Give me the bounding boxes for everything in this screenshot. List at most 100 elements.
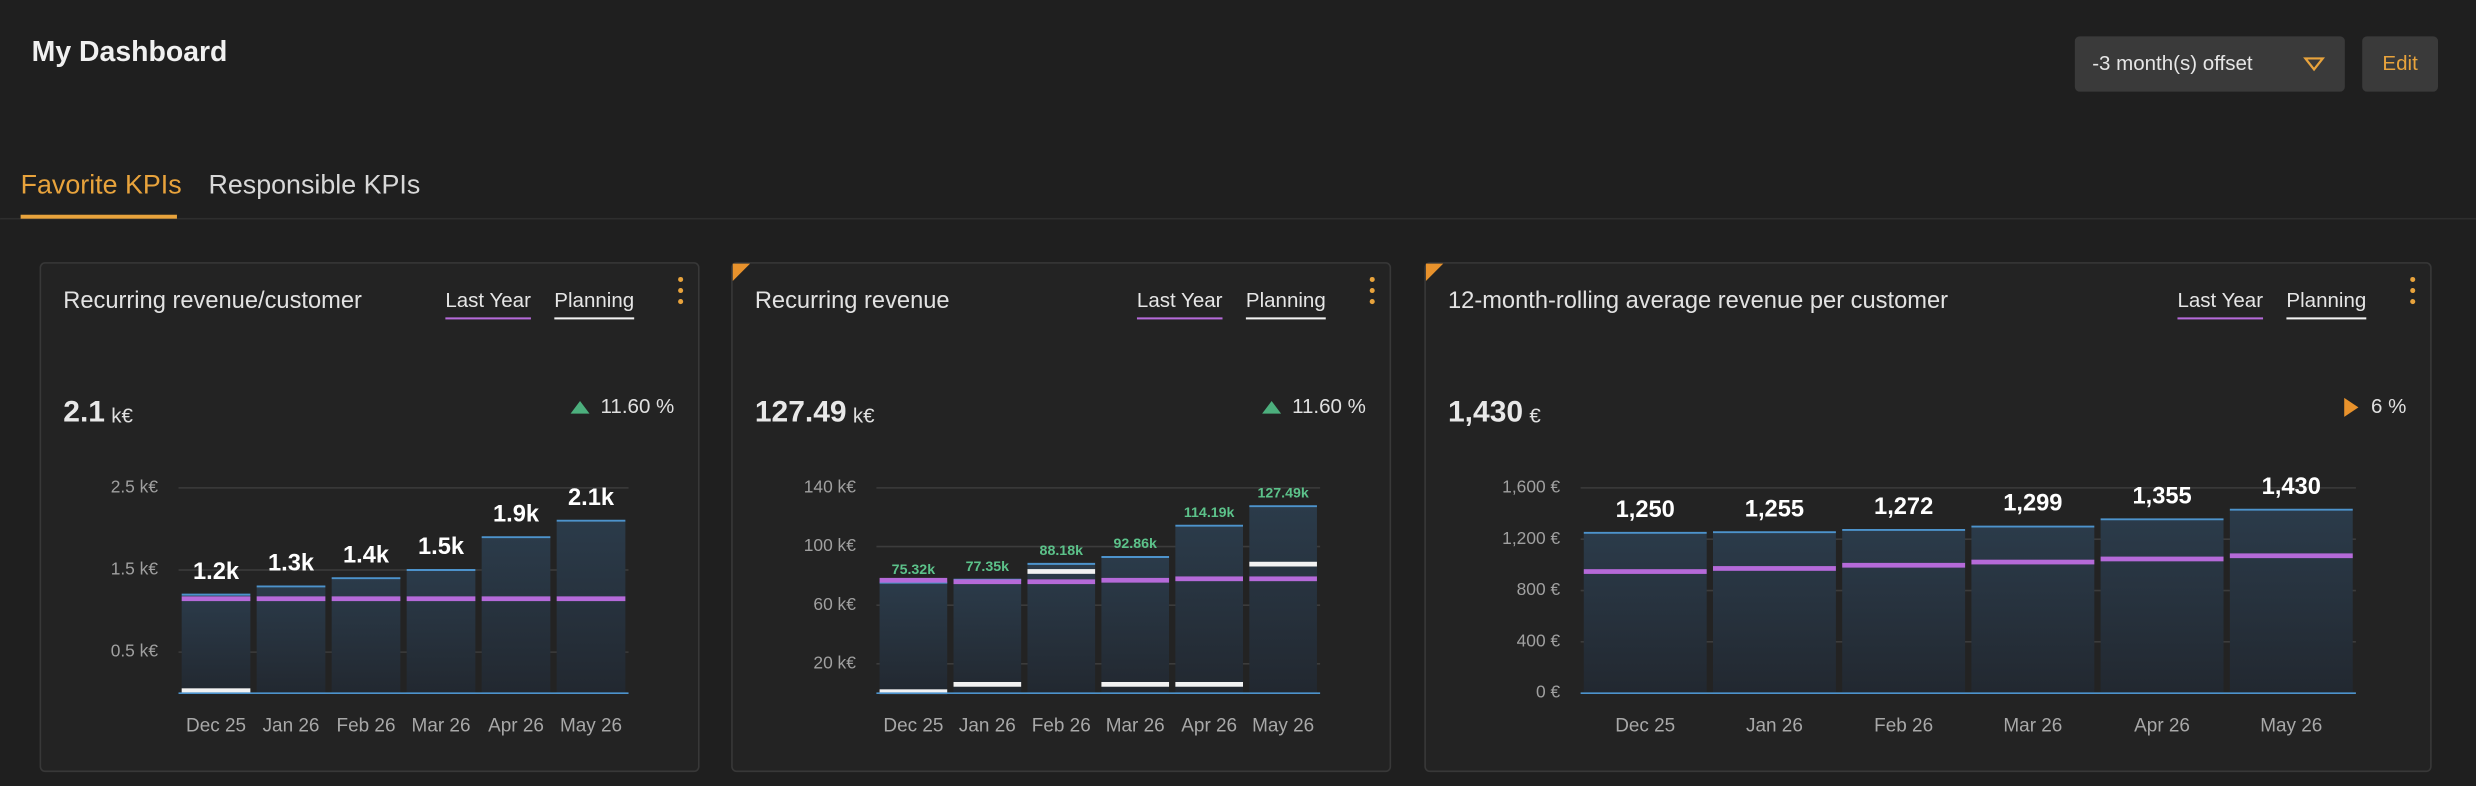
x-tick-label: May 26 (1252, 715, 1314, 736)
bar (181, 594, 251, 694)
series-marker (2100, 556, 2224, 562)
bar (481, 537, 551, 694)
y-tick-label: 1,200 € (1502, 528, 1560, 548)
x-tick-label: Dec 25 (883, 715, 943, 736)
card-flag (732, 263, 751, 282)
kpi-card: Recurring revenue Last Year Planning 127.49… (731, 262, 1392, 773)
x-tick-label: Jan 26 (959, 715, 1016, 736)
value-label: 1.4k (343, 542, 390, 568)
card-title: Recurring revenue/customer (63, 288, 362, 314)
series-marker (481, 596, 551, 602)
legend-toggle[interactable]: Planning (554, 289, 634, 312)
kpi-unit: k€ (853, 404, 875, 427)
series-marker (556, 596, 626, 602)
series-marker (953, 579, 1022, 585)
series-marker (181, 688, 251, 694)
x-tick-label: Feb 26 (337, 715, 396, 736)
x-tick-label: Mar 26 (2003, 715, 2062, 736)
value-label: 88.18k (1040, 543, 1084, 559)
change-icon (2344, 397, 2359, 417)
value-label: 1.2k (193, 559, 240, 585)
series-marker (1583, 569, 1707, 574)
card-frame (39, 262, 700, 773)
edit-button[interactable]: Edit (2362, 36, 2438, 92)
x-tick-label: Dec 25 (186, 715, 246, 736)
menu-dot[interactable] (1369, 299, 1375, 305)
edit-label[interactable]: Edit (2382, 52, 2418, 75)
series-marker (2229, 553, 2353, 559)
bar (879, 582, 948, 694)
bar (1027, 563, 1096, 694)
y-tick-label: 2.5 k€ (111, 476, 159, 496)
legend-underline (554, 317, 635, 320)
bar (1101, 557, 1170, 694)
value-label: 92.86k (1114, 536, 1158, 552)
series-marker (1027, 569, 1096, 574)
value-label: 75.32k (892, 562, 936, 578)
legend-underline (445, 317, 531, 320)
cards: Recurring revenue/customer Last Year Plann… (39, 262, 2432, 773)
bar (1842, 529, 1966, 694)
kpi-change: 6 % (2371, 395, 2406, 418)
series-marker (331, 596, 401, 602)
legend-underline (2177, 317, 2264, 320)
series-marker (1713, 566, 1836, 571)
kpi-value: 1,430 (1448, 396, 1523, 429)
tab-active[interactable]: Favorite KPIs (21, 169, 182, 199)
legend-toggle[interactable]: Last Year (1137, 289, 1223, 312)
dropdown-label[interactable]: -3 month(s) offset (2092, 52, 2253, 75)
page-title: My Dashboard (32, 36, 228, 68)
tab[interactable]: Responsible KPIs (209, 169, 421, 199)
legend-toggle[interactable]: Last Year (445, 289, 531, 312)
x-tick-label: Feb 26 (1032, 715, 1091, 736)
bar (556, 520, 626, 694)
legend-toggle[interactable]: Planning (2286, 289, 2366, 312)
y-tick-label: 0.5 k€ (111, 641, 159, 661)
offset-dropdown[interactable]: -3 month(s) offset (2074, 36, 2345, 92)
menu-dot[interactable] (678, 276, 684, 282)
bar (1249, 506, 1317, 694)
menu-dot[interactable] (1369, 288, 1375, 294)
value-label: 1.5k (418, 534, 465, 560)
series-marker (1249, 576, 1317, 582)
bar (953, 579, 1022, 694)
x-tick-label: Jan 26 (263, 715, 320, 736)
legend-toggle[interactable]: Last Year (2177, 289, 2263, 312)
y-tick-label: 100 k€ (804, 535, 856, 555)
x-tick-label: May 26 (560, 715, 622, 736)
menu-dot[interactable] (678, 288, 684, 294)
kpi-value: 127.49 (755, 396, 847, 429)
y-tick-label: 1.5 k€ (111, 559, 159, 579)
legend-underline (1245, 317, 1326, 320)
y-tick-label: 1,600 € (1502, 476, 1560, 496)
y-tick-label: 800 € (1517, 579, 1561, 599)
series-marker (1842, 562, 1966, 568)
bar (1583, 532, 1707, 694)
menu-dot[interactable] (2410, 276, 2416, 282)
series-marker (879, 577, 948, 583)
y-tick-label: 0 € (1536, 682, 1560, 702)
legend-toggle[interactable]: Planning (1246, 289, 1326, 312)
x-tick-label: Apr 26 (2134, 715, 2190, 736)
kpi-unit: k€ (111, 404, 133, 427)
menu-dot[interactable] (2410, 288, 2416, 294)
series-marker (1175, 681, 1243, 687)
x-tick-label: Apr 26 (488, 715, 544, 736)
series-marker (953, 681, 1022, 687)
bar (1971, 526, 2095, 694)
kpi-card: Recurring revenue/customer Last Year Plann… (39, 262, 700, 773)
kpi-value: 2.1 (63, 396, 105, 429)
y-tick-label: 60 k€ (813, 594, 856, 614)
kpi-card: 12-month-rolling average revenue per cus… (1424, 262, 2432, 773)
menu-dot[interactable] (1369, 276, 1375, 282)
series-marker (406, 596, 476, 602)
value-label: 1,272 (1874, 494, 1933, 520)
series-marker (1101, 681, 1170, 687)
bar (2100, 519, 2224, 694)
x-tick-label: Apr 26 (1181, 715, 1237, 736)
y-tick-label: 140 k€ (804, 476, 856, 496)
x-tick-label: Mar 26 (412, 715, 471, 736)
menu-dot[interactable] (2410, 299, 2416, 305)
menu-dot[interactable] (678, 299, 684, 305)
